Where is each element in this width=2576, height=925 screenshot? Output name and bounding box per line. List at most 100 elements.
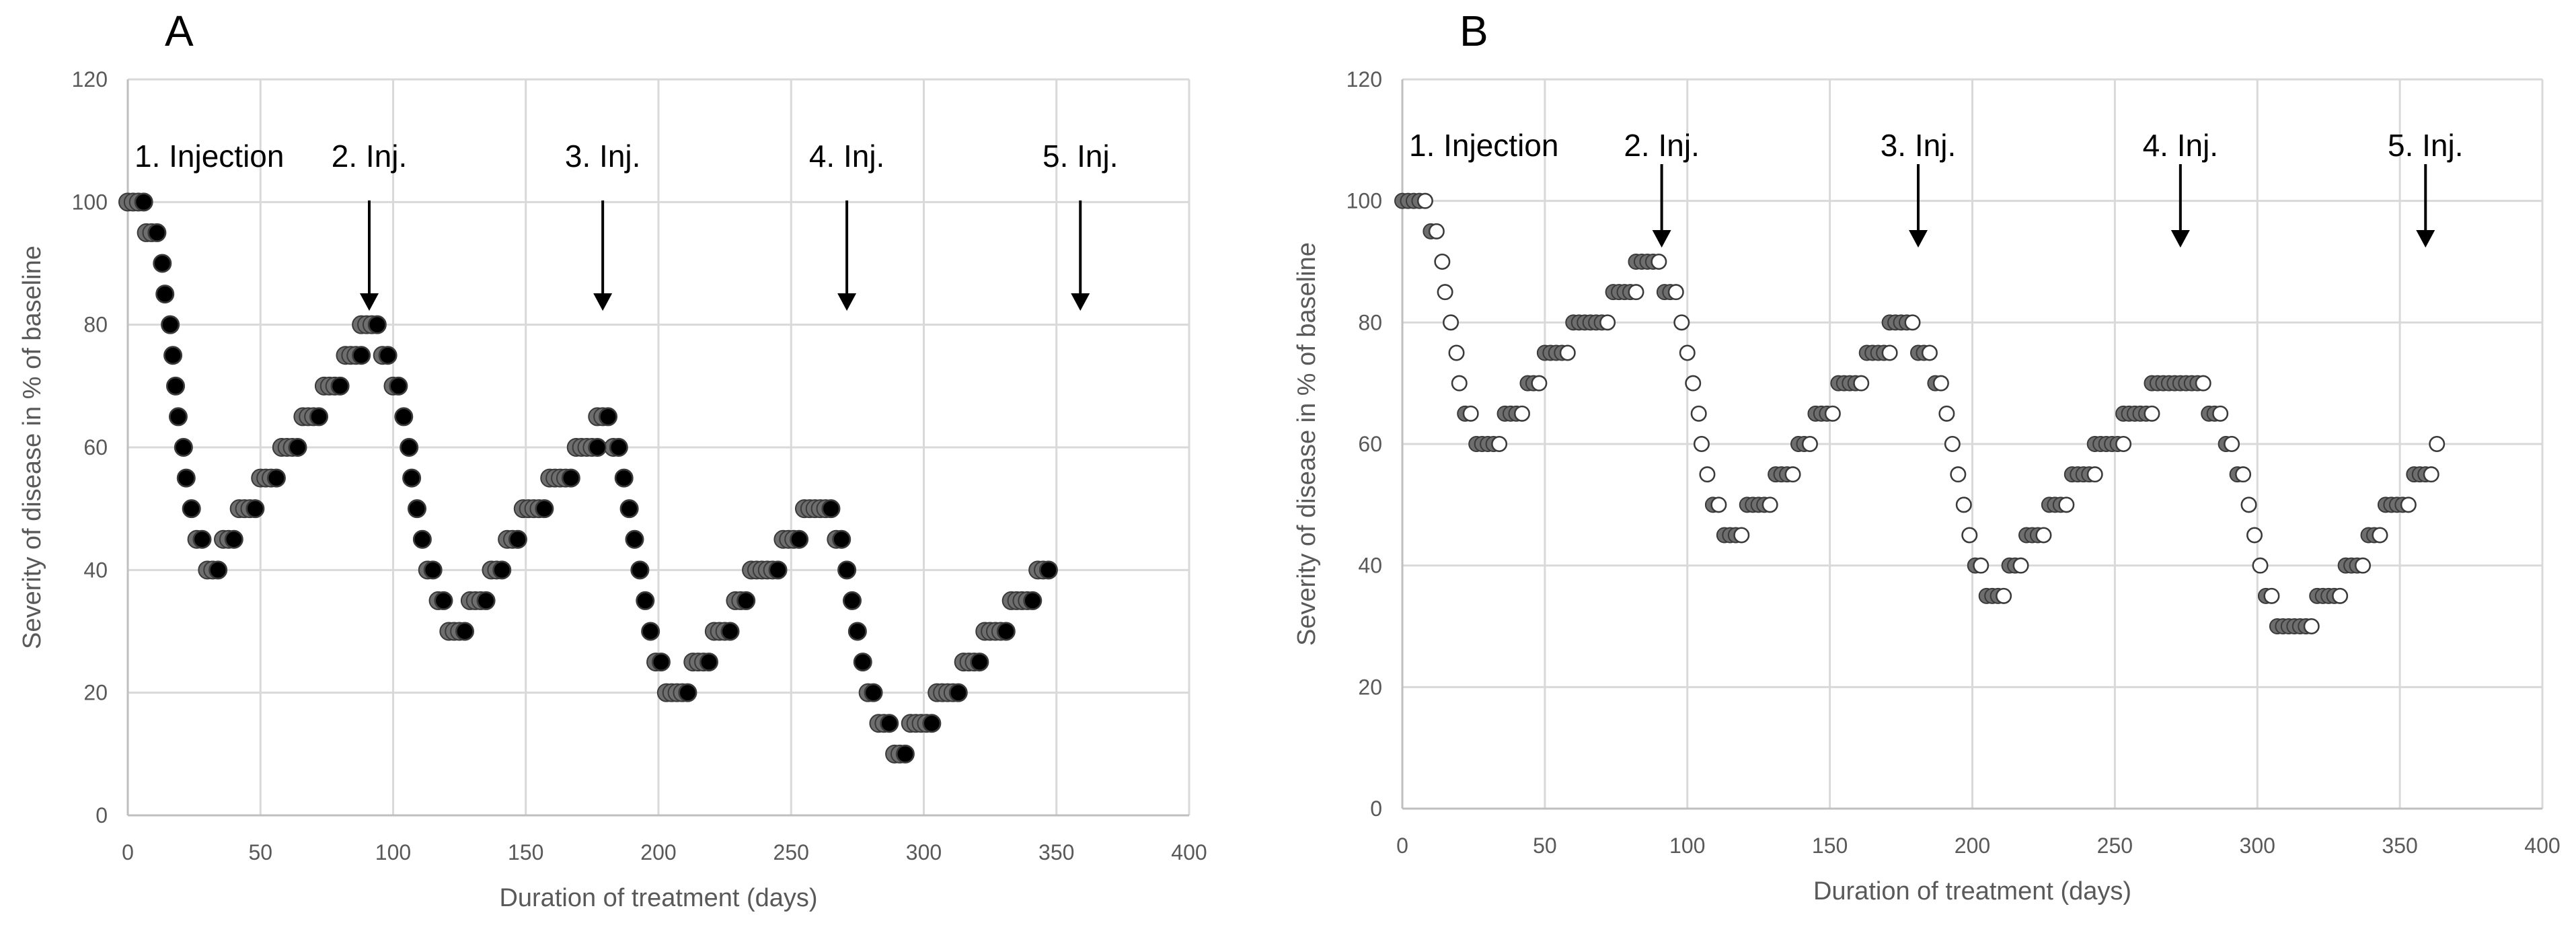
panel-b-data-point-highlight <box>2224 436 2240 452</box>
panel-b-data-point-highlight <box>2355 558 2371 574</box>
panel-a-data-point-highlight <box>609 438 628 457</box>
panel-a-data-point-highlight <box>679 683 697 702</box>
panel-a-y-tick-label: 0 <box>96 803 108 827</box>
panel-b-data-point-highlight <box>2087 466 2103 482</box>
panel-b-data-point-highlight <box>2423 466 2439 482</box>
panel-a-x-tick-label: 200 <box>640 840 676 864</box>
panel-a-y-tick-label: 20 <box>83 681 108 705</box>
panel-b-data-point-highlight <box>2013 558 2029 574</box>
panel-b-data-point-highlight <box>1996 588 2012 604</box>
panel-a-y-tick-label: 100 <box>72 190 108 214</box>
panel-a-data-point-highlight <box>970 653 989 671</box>
panel-a-data-point-highlight <box>615 469 634 487</box>
panel-a-data-point-highlight <box>790 530 808 549</box>
panel-b-data-point-highlight <box>1956 496 1972 513</box>
panel-a-x-tick-label: 400 <box>1171 840 1207 864</box>
panel-a-data-point-highlight <box>389 377 408 396</box>
panel-b-data-point-highlight <box>2195 375 2211 392</box>
panel-b-data-point-highlight <box>1560 345 1576 361</box>
panel-b-label: B <box>1460 7 1488 55</box>
panel-a-data-point-highlight <box>169 408 188 426</box>
panel-b-data-point-highlight <box>1673 314 1690 330</box>
panel-b-data-point-highlight <box>1417 193 1433 209</box>
panel-a-data-point-highlight <box>209 560 227 579</box>
panel-b-x-tick-label: 200 <box>1955 834 1990 858</box>
panel-a-data-point-highlight <box>843 591 862 610</box>
panel-a-data-point-highlight <box>699 653 718 671</box>
panel-a-data-point-highlight <box>182 499 201 518</box>
panel-b-data-point-highlight <box>1437 284 1453 300</box>
panel-a-data-point-highlight <box>997 622 1016 640</box>
panel-a-data-point-highlight <box>535 499 554 518</box>
panel-b-data-point-highlight <box>2263 588 2279 604</box>
panel-b-y-tick-label: 20 <box>1358 675 1382 699</box>
panel-a-data-point-highlight <box>854 653 872 671</box>
panel-b-annotation-label: 2. Inj. <box>1624 128 1700 163</box>
panel-a-data-point-highlight <box>721 622 739 640</box>
panel-a-data-point-highlight <box>508 530 527 549</box>
panel-b-data-point-highlight <box>1905 314 1920 330</box>
panel-a-data-point-highlight <box>837 560 856 579</box>
panel-a-annotation-label: 4. Inj. <box>809 139 885 174</box>
panel-a-data-point-highlight <box>822 499 840 518</box>
panel-b-data-point-highlight <box>2058 496 2074 513</box>
panel-b-data-point-highlight <box>1922 345 1938 361</box>
panel-b-data-point-highlight <box>1434 254 1450 270</box>
panel-a-data-point-highlight <box>174 438 193 457</box>
panel-a-data-point-highlight <box>289 438 307 457</box>
panel-a-x-tick-label: 350 <box>1038 840 1074 864</box>
panel-a-data-point-highlight <box>641 622 660 640</box>
panel-a-data-point-highlight <box>177 469 196 487</box>
panel-a-data-point-highlight <box>424 560 443 579</box>
panel-b-data-point-highlight <box>2252 558 2268 574</box>
panel-b-y-axis-title: Severity of disease in % of baseline <box>1293 242 1321 646</box>
panel-a-x-tick-label: 150 <box>508 840 543 864</box>
panel-b-y-tick-label: 80 <box>1358 310 1382 334</box>
panel-b-data-point-highlight <box>1514 406 1530 422</box>
panel-b-data-point-highlight <box>1694 436 1710 452</box>
panel-b-data-point-highlight <box>1882 345 1898 361</box>
panel-b-data-point-highlight <box>1429 223 1445 239</box>
panel-a-annotation-label: 1. Injection <box>135 139 284 174</box>
panel-a-data-point-highlight <box>848 622 867 640</box>
panel-a-annotation-label: 2. Inj. <box>332 139 408 174</box>
panel-a-annotation-arrowhead <box>1071 293 1090 311</box>
panel-a-data-point-highlight <box>599 408 617 426</box>
panel-a-data-point-highlight <box>949 683 968 702</box>
panel-a-x-tick-label: 250 <box>773 840 809 864</box>
panel-b-annotation-label: 1. Injection <box>1409 128 1558 163</box>
panel-b-annotation-label: 5. Inj. <box>2388 128 2464 163</box>
panel-a-annotation-arrowhead <box>359 293 379 311</box>
panel-a-data-point-highlight <box>413 530 432 549</box>
panel-a-data-point-highlight <box>408 499 426 518</box>
panel-b-data-point-highlight <box>1651 254 1667 270</box>
panel-b-data-point-highlight <box>2332 588 2348 604</box>
panel-a-data-point-highlight <box>455 622 474 640</box>
panel-b-data-point-highlight <box>1853 375 1869 392</box>
panel-b-data-point-highlight <box>2235 466 2251 482</box>
panel-a-data-point-highlight <box>161 316 180 334</box>
panel-a-data-point-highlight <box>246 499 264 518</box>
panel-b-annotation-label: 4. Inj. <box>2143 128 2219 163</box>
panel-a-data-point-highlight <box>352 346 371 365</box>
chart-panel-b: 0 20 40 60 80 100 120 0 50 100 150 200 250 300 350 400 D… <box>1293 7 2561 905</box>
panel-b-data-point-highlight <box>1679 345 1696 361</box>
panel-a-x-tick-label: 50 <box>248 840 272 864</box>
panel-a-data-point-highlight <box>880 714 899 733</box>
panel-a-data-point-highlight <box>225 530 243 549</box>
panel-b-data-point-highlight <box>2212 406 2228 422</box>
panel-a-data-point-highlight <box>832 530 851 549</box>
panel-a-data-point-highlight <box>394 408 413 426</box>
panel-b-x-tick-label: 300 <box>2240 834 2275 858</box>
panel-a-data-point-highlight <box>135 192 153 211</box>
panel-b-data-point-highlight <box>2400 496 2417 513</box>
panel-a-data-point-highlight <box>148 223 166 242</box>
panel-b-data-point-highlight <box>2246 527 2263 543</box>
panel-b-data-point-highlight <box>1463 406 1479 422</box>
panel-b-data-point-highlight <box>1933 375 1949 392</box>
panel-b-y-tick-label: 100 <box>1347 189 1382 213</box>
panel-b-data-point-highlight <box>2035 527 2051 543</box>
panel-a-data-point-highlight <box>434 591 453 610</box>
panel-a-label: A <box>165 7 194 55</box>
